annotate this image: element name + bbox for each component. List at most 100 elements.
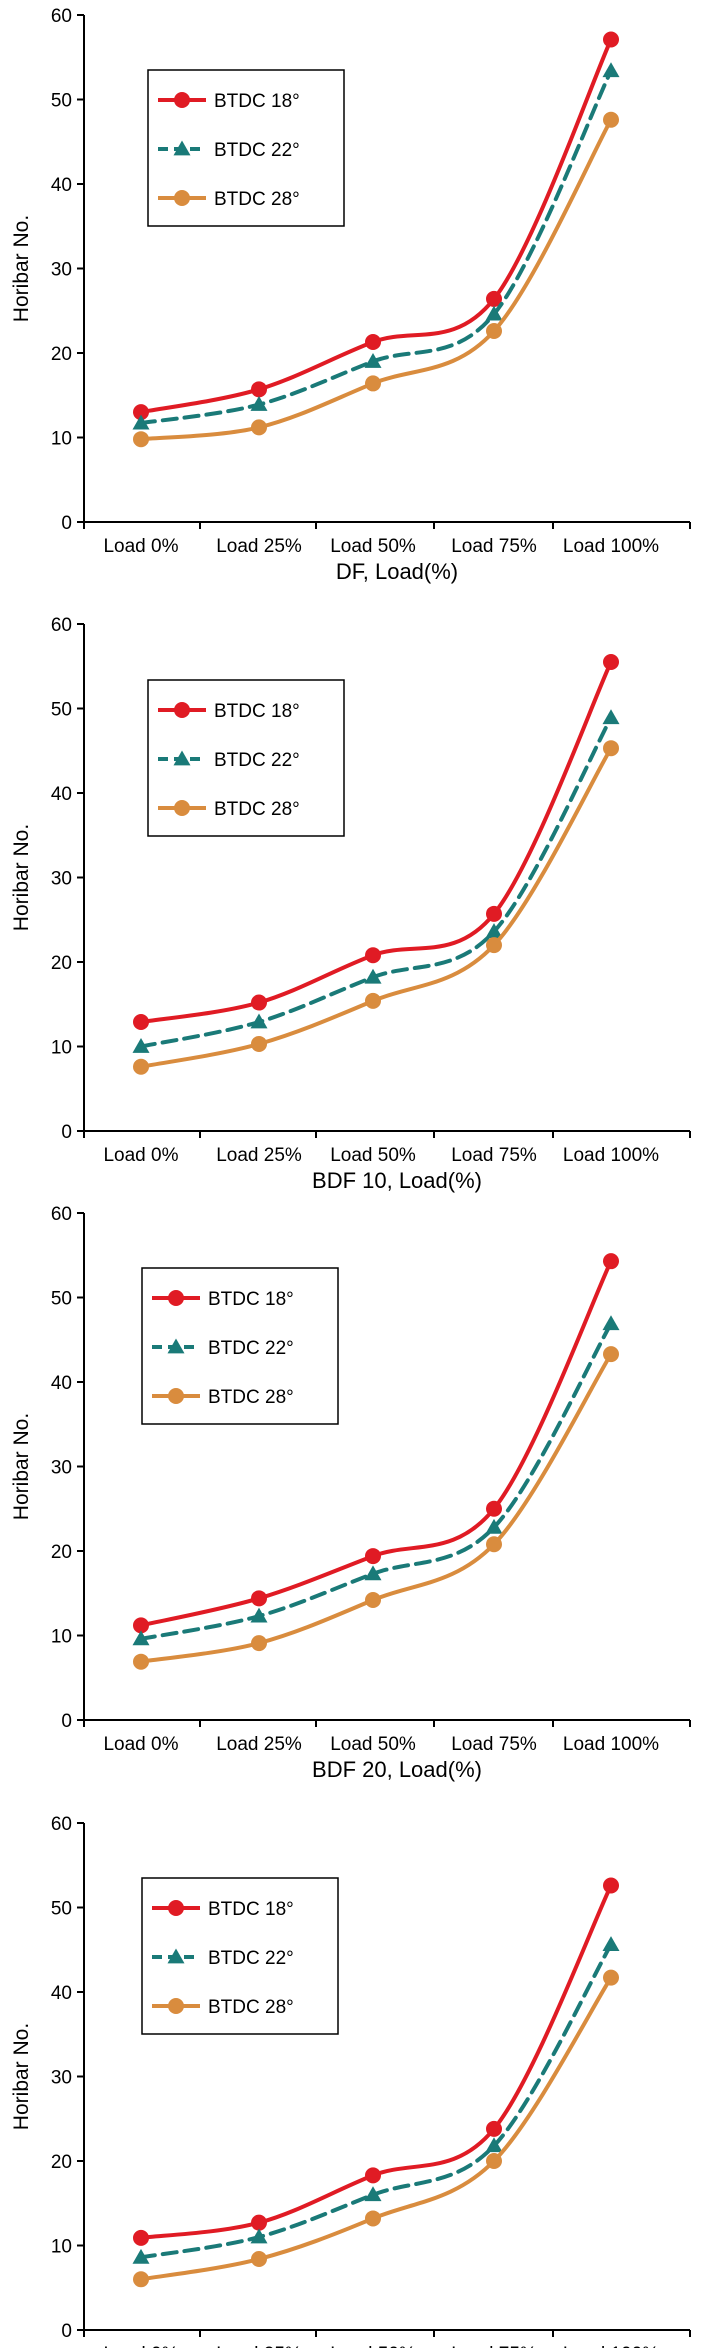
series-line-2 (139, 1942, 613, 2260)
series-line-1 (139, 37, 613, 415)
series-line-2 (139, 715, 613, 1049)
legend-label: BTDC 22° (214, 140, 300, 161)
x-tick-label: Load 0% (103, 1734, 178, 1755)
legend-label: BTDC 22° (208, 1948, 294, 1969)
data-point (486, 1536, 502, 1553)
x-axis-label: BDF 10, Load(%) (312, 1168, 482, 1193)
y-axis-label: Horibar No. (10, 824, 33, 931)
data-point (364, 968, 382, 984)
data-point (251, 1590, 267, 1607)
data-point (251, 1635, 267, 1652)
y-tick-label: 60 (51, 1204, 72, 1225)
series-line-1 (139, 1883, 613, 2240)
data-point (365, 992, 381, 1009)
data-point (251, 994, 267, 1011)
legend-marker (174, 92, 190, 108)
legend-marker (173, 750, 191, 766)
y-tick-label: 0 (61, 513, 72, 534)
data-point (603, 111, 619, 128)
data-point (602, 1936, 620, 1952)
y-tick-label: 50 (51, 700, 72, 721)
series-line-2 (139, 68, 613, 426)
legend-marker (174, 702, 190, 718)
x-tick-label: Load 100% (563, 1734, 659, 1755)
y-tick-label: 40 (51, 175, 72, 196)
data-point (251, 2214, 267, 2231)
data-point (250, 1013, 268, 1029)
data-point (486, 937, 502, 954)
x-axis-label: DF, Load(%) (336, 559, 458, 584)
data-point (603, 31, 619, 48)
chart-panel-1: 0 10 20 30 40 50 60 Load 0% Load 25% Load 50% Load… (10, 6, 691, 584)
x-tick-label: Load 25% (216, 2344, 302, 2348)
data-point (603, 654, 619, 671)
data-point (365, 375, 381, 392)
y-tick-label: 50 (51, 91, 72, 112)
data-point (364, 2186, 382, 2202)
data-point (603, 1877, 619, 1894)
y-tick-label: 20 (51, 344, 72, 365)
data-point (602, 1315, 620, 1331)
y-tick-label: 30 (51, 1458, 72, 1479)
legend-label: BTDC 28° (214, 799, 300, 820)
x-tick-label: Load 0% (103, 2344, 178, 2348)
x-tick-label: Load 50% (330, 2344, 416, 2348)
legend-marker (168, 1290, 184, 1306)
x-tick-label: Load 25% (216, 1734, 302, 1755)
x-tick-label: Load 50% (330, 1734, 416, 1755)
data-point (486, 290, 502, 307)
data-point (486, 2120, 502, 2137)
y-tick-label: 0 (61, 1122, 72, 1143)
legend-marker (174, 190, 190, 206)
data-point (603, 1969, 619, 1986)
data-point (485, 1518, 503, 1534)
data-point (364, 1565, 382, 1581)
x-tick-label: Load 25% (216, 536, 302, 557)
data-point (365, 2210, 381, 2227)
data-point (365, 1592, 381, 1609)
y-tick-label: 40 (51, 1373, 72, 1394)
x-tick-label: Load 75% (451, 1145, 537, 1166)
data-point (133, 1013, 149, 1030)
x-tick-label: Load 0% (103, 536, 178, 557)
data-point (133, 2271, 149, 2288)
y-tick-label: 50 (51, 1899, 72, 1920)
data-point (486, 323, 502, 340)
x-tick-label: Load 100% (563, 2344, 659, 2348)
data-point (133, 1617, 149, 1634)
data-point (133, 1058, 149, 1075)
y-tick-label: 50 (51, 1289, 72, 1310)
legend-label: BTDC 18° (214, 701, 300, 722)
data-point (250, 396, 268, 411)
y-tick-label: 20 (51, 2152, 72, 2173)
y-tick-label: 60 (51, 6, 72, 27)
series-line-1 (139, 660, 613, 1024)
data-point (365, 334, 381, 351)
data-point (485, 2137, 503, 2153)
data-point (486, 2153, 502, 2169)
x-tick-label: Load 75% (451, 536, 537, 557)
series-line-3 (139, 1975, 613, 2282)
legend-label: BTDC 18° (208, 1289, 294, 1310)
series-line-1 (139, 1259, 613, 1628)
x-tick-label: Load 50% (330, 1145, 416, 1166)
data-point (250, 1607, 268, 1623)
legend-label: BTDC 28° (208, 1387, 294, 1408)
y-tick-label: 20 (51, 953, 72, 974)
data-point (133, 431, 149, 448)
y-tick-label: 30 (51, 2068, 72, 2089)
legend-label: BTDC 22° (214, 750, 300, 771)
legend: BTDC 18° BTDC 22° BTDC 28° (141, 1267, 339, 1425)
series-line-3 (139, 117, 613, 442)
data-point (133, 2229, 149, 2246)
x-tick-label: Load 75% (451, 1734, 537, 1755)
data-point (132, 2248, 150, 2264)
data-point (365, 2167, 381, 2184)
chart-panel-2: 0 10 20 30 40 50 60 Load 0% Load 25% Load 50% Load… (10, 615, 691, 1193)
data-point (251, 2251, 267, 2268)
legend-marker (173, 140, 191, 156)
data-point (133, 1653, 149, 1670)
series-line-3 (139, 1352, 613, 1664)
legend-marker (167, 1338, 185, 1354)
